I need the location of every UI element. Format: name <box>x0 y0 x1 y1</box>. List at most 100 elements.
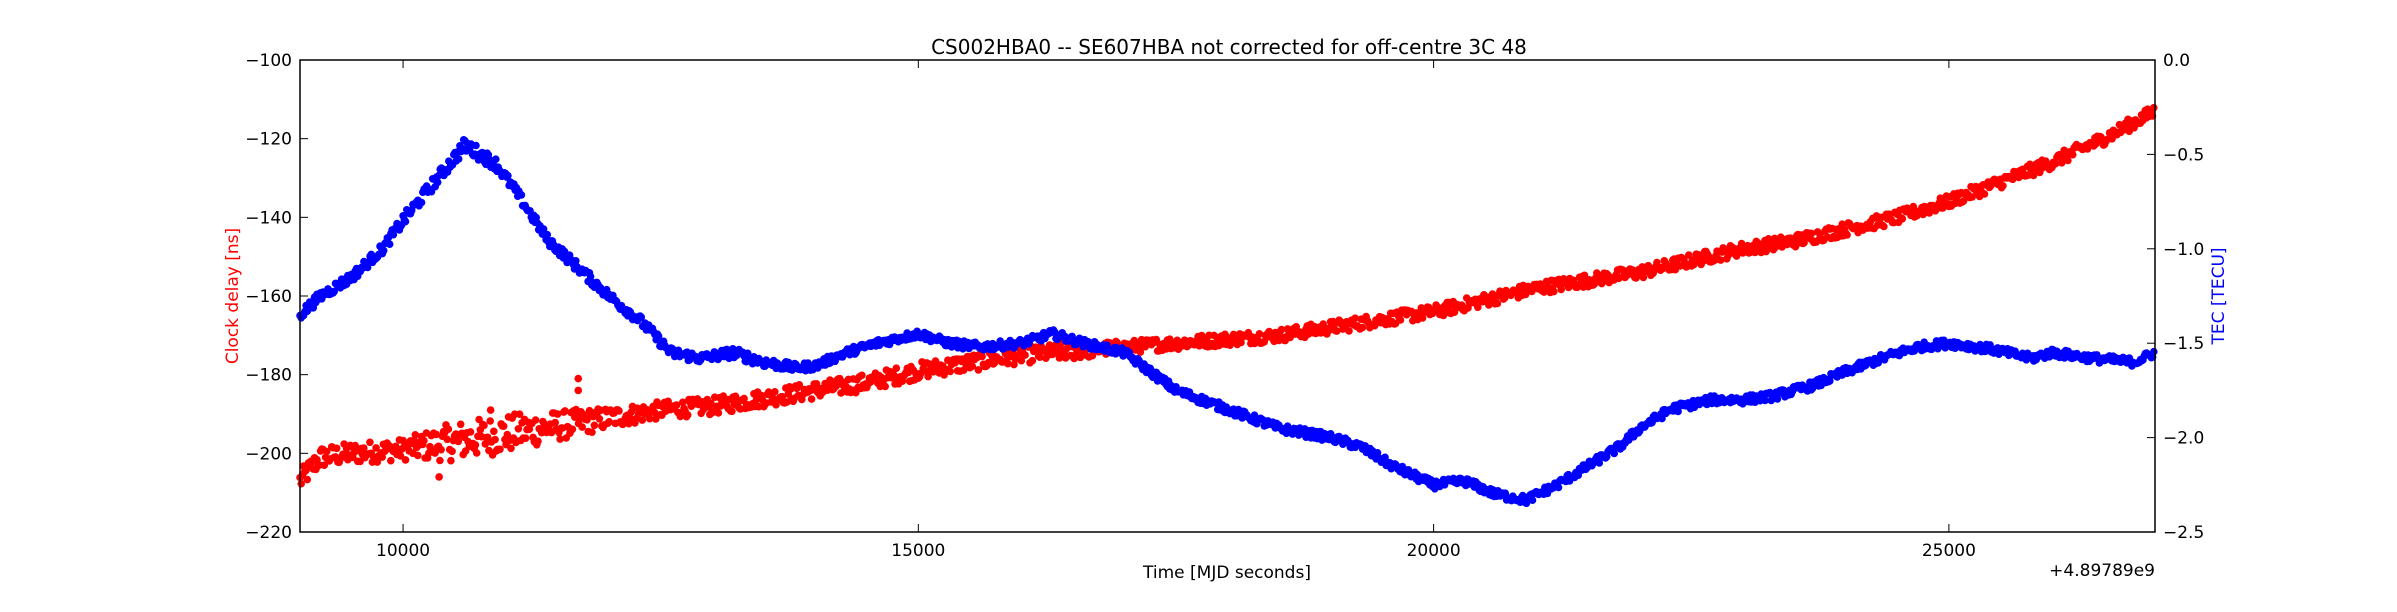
data-point <box>1358 323 1367 332</box>
data-point <box>447 456 455 465</box>
data-point <box>366 438 374 447</box>
data-point <box>2008 175 2017 184</box>
data-point <box>471 441 480 449</box>
data-point <box>1141 342 1150 351</box>
left-tick-label: −160 <box>245 287 292 307</box>
x-offset-label: +4.89789e9 <box>2049 561 2155 581</box>
data-point <box>1396 316 1405 324</box>
data-point <box>1028 356 1037 365</box>
data-point <box>771 388 779 396</box>
data-point <box>650 408 659 417</box>
data-point <box>517 191 526 199</box>
data-point <box>1351 314 1359 323</box>
data-point <box>320 461 329 470</box>
data-point <box>978 352 986 361</box>
data-point <box>1716 256 1725 264</box>
data-point <box>605 418 613 426</box>
data-point <box>1595 459 1604 467</box>
data-point <box>2069 150 2077 159</box>
data-point <box>456 420 465 429</box>
data-point <box>420 436 428 445</box>
data-point <box>881 382 889 391</box>
data-point <box>1554 483 1563 492</box>
data-point <box>1999 182 2007 190</box>
data-point <box>504 171 512 180</box>
data-point <box>679 398 687 407</box>
data-point <box>795 381 804 389</box>
data-point <box>778 392 786 401</box>
data-point <box>1036 353 1044 362</box>
data-point <box>1580 271 1589 280</box>
data-point <box>372 444 380 452</box>
data-point <box>2150 103 2158 112</box>
data-point <box>714 409 723 417</box>
data-point <box>1843 231 1851 239</box>
data-point <box>414 451 422 460</box>
data-point <box>2064 156 2072 165</box>
data-point <box>466 428 475 436</box>
data-point <box>1345 327 1353 335</box>
data-point <box>1550 287 1558 296</box>
data-point <box>1699 257 1708 265</box>
data-point <box>807 395 816 403</box>
data-point <box>454 155 463 163</box>
outlier-point <box>574 374 583 383</box>
data-point <box>615 407 623 415</box>
data-point <box>411 431 420 439</box>
data-point <box>303 475 312 484</box>
data-point <box>572 257 580 265</box>
left-tick-label: −140 <box>245 208 292 228</box>
data-point <box>486 417 495 425</box>
data-point <box>515 410 524 419</box>
data-point <box>1493 299 1502 308</box>
data-point <box>2051 159 2060 168</box>
right-tick-label: −0.5 <box>2163 145 2204 165</box>
data-point <box>323 447 331 456</box>
data-point <box>481 440 490 448</box>
data-point <box>1980 190 1989 198</box>
data-point <box>332 444 341 453</box>
data-point <box>728 407 736 416</box>
data-point <box>525 425 534 434</box>
right-tick-label: 0.0 <box>2163 51 2190 71</box>
data-point <box>443 435 452 444</box>
x-tick-label: 15000 <box>891 541 945 561</box>
plot-frame <box>299 59 2156 533</box>
data-point <box>858 371 866 380</box>
plot-area <box>296 103 2158 508</box>
data-point <box>436 456 444 465</box>
data-point <box>645 414 654 423</box>
data-point <box>588 428 596 437</box>
data-point <box>378 453 387 461</box>
right-tick-label: −2.0 <box>2163 429 2204 449</box>
data-point <box>832 382 840 391</box>
data-point <box>1004 359 1012 368</box>
data-point <box>740 394 748 403</box>
data-point <box>387 456 395 465</box>
data-point <box>637 313 646 322</box>
data-point <box>448 447 456 456</box>
data-point <box>480 421 488 430</box>
data-point <box>401 217 410 226</box>
data-point <box>437 445 445 454</box>
data-point <box>551 418 559 427</box>
data-point <box>492 155 500 163</box>
data-point <box>1898 215 1907 223</box>
data-point <box>568 425 577 434</box>
data-point <box>1226 341 1234 350</box>
x-axis-label: Time [MJD seconds] <box>1142 563 1311 583</box>
data-point <box>1674 407 1682 416</box>
data-point <box>974 366 983 374</box>
data-point <box>360 444 368 452</box>
data-point <box>543 230 552 239</box>
data-point <box>1639 273 1648 282</box>
data-point <box>1807 229 1816 238</box>
outlier-point <box>435 473 443 481</box>
x-tick-label: 25000 <box>1922 541 1976 561</box>
data-point <box>1450 308 1459 317</box>
data-point <box>1021 351 1029 359</box>
data-point <box>561 407 569 415</box>
data-point <box>433 178 442 187</box>
data-point <box>1610 449 1618 458</box>
